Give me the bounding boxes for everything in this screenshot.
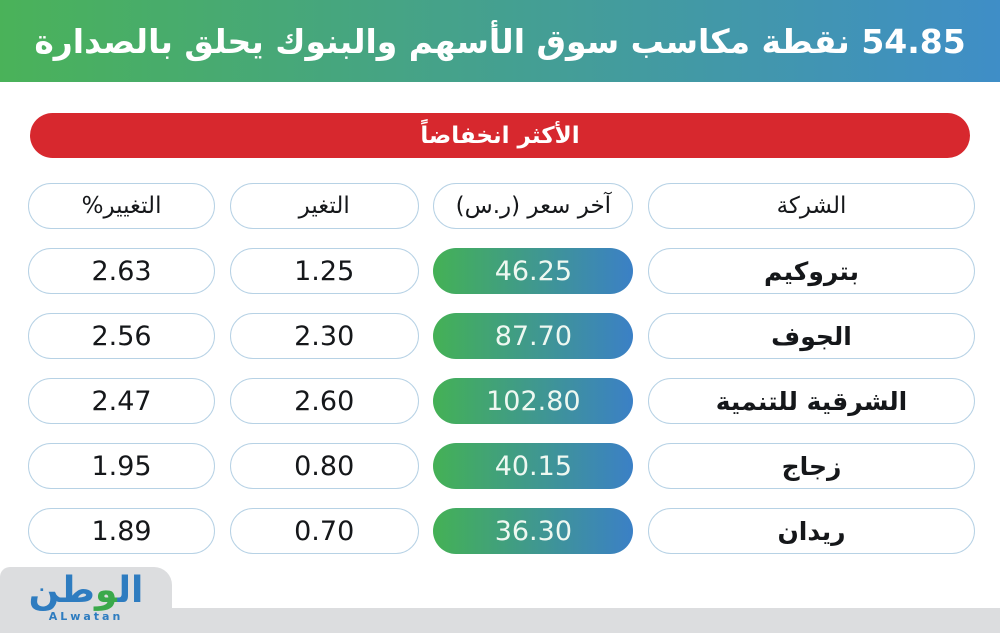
column-header-last-price-label: آخر سعر (ر.س) [455,193,612,219]
company-cell: ريدان [648,508,975,554]
last-price-cell: 102.80 [433,378,634,424]
change-cell: 2.30 [229,313,419,359]
column-header-change-pct-label: التغيير% [81,193,162,219]
change-pct-cell: 2.63 [28,248,216,294]
change-pct-cell: 1.89 [28,508,216,554]
last-price-cell: 40.15 [433,443,634,489]
company-cell-value: ريدان [777,516,846,546]
column-header-last-price: آخر سعر (ر.س) [433,183,634,229]
column-header-change-pct: التغيير% [28,183,216,229]
change-cell: 1.25 [229,248,419,294]
logo-arabic-waw-icon: و [94,570,118,611]
change-pct-cell: 2.47 [28,378,216,424]
change-pct-cell-value: 2.63 [91,255,152,287]
change-cell: 0.80 [229,443,419,489]
alwatan-logo-arabic-wordmark: الوطن [29,573,144,609]
section-banner: الأكثر انخفاضاً [30,113,970,158]
change-cell-value: 0.70 [294,515,355,547]
section-banner-label: الأكثر انخفاضاً [420,122,580,149]
change-cell-value: 2.60 [294,385,355,417]
last-price-cell-value: 36.30 [494,515,572,547]
change-cell: 0.70 [229,508,419,554]
company-cell: زجاج [648,443,975,489]
company-cell: الشرقية للتنمية [648,378,975,424]
headline-text: 54.85 نقطة مكاسب سوق الأسهم والبنوك يحلق… [34,21,966,61]
company-cell-value: الشرقية للتنمية [715,386,908,416]
last-price-cell-value: 40.15 [494,450,572,482]
last-price-cell: 87.70 [433,313,634,359]
change-cell-value: 2.30 [294,320,355,352]
change-pct-cell-value: 1.95 [91,450,152,482]
last-price-cell-value: 46.25 [494,255,572,287]
losers-table: الشركة آخر سعر (ر.س) التغير التغيير% بتر… [0,183,1000,554]
logo-arabic-prefix: ال [117,570,144,611]
column-header-company-label: الشركة [776,193,847,219]
change-cell-value: 1.25 [294,255,355,287]
last-price-cell-value: 102.80 [486,385,581,417]
change-pct-cell: 1.95 [28,443,216,489]
company-cell-value: بتروكيم [763,256,860,286]
change-cell: 2.60 [229,378,419,424]
table-row: بتروكيم 46.25 1.25 2.63 [28,248,975,294]
column-header-change: التغير [229,183,419,229]
table-row: الشرقية للتنمية 102.80 2.60 2.47 [28,378,975,424]
last-price-cell: 36.30 [433,508,634,554]
company-cell-value: زجاج [781,451,842,481]
company-cell: بتروكيم [648,248,975,294]
table-row: الجوف 87.70 2.30 2.56 [28,313,975,359]
logo-arabic-suffix: طن [28,570,95,611]
change-pct-cell-value: 1.89 [91,515,152,547]
company-cell: الجوف [648,313,975,359]
column-header-company: الشركة [648,183,975,229]
headline-banner: 54.85 نقطة مكاسب سوق الأسهم والبنوك يحلق… [0,0,1000,82]
change-pct-cell-value: 2.56 [91,320,152,352]
change-pct-cell-value: 2.47 [91,385,152,417]
table-header-row: الشركة آخر سعر (ر.س) التغير التغيير% [28,183,975,229]
alwatan-logo: الوطن ALwatan [0,567,172,633]
last-price-cell: 46.25 [433,248,634,294]
table-row: زجاج 40.15 0.80 1.95 [28,443,975,489]
column-header-change-label: التغير [298,193,350,219]
change-pct-cell: 2.56 [28,313,216,359]
last-price-cell-value: 87.70 [494,320,572,352]
table-body: بتروكيم 46.25 1.25 2.63 الجوف 87.70 2.30 2.56 ال… [28,248,975,554]
company-cell-value: الجوف [771,321,852,351]
alwatan-logo-latin-text: ALwatan [48,610,124,623]
table-row: ريدان 36.30 0.70 1.89 [28,508,975,554]
change-cell-value: 0.80 [294,450,355,482]
